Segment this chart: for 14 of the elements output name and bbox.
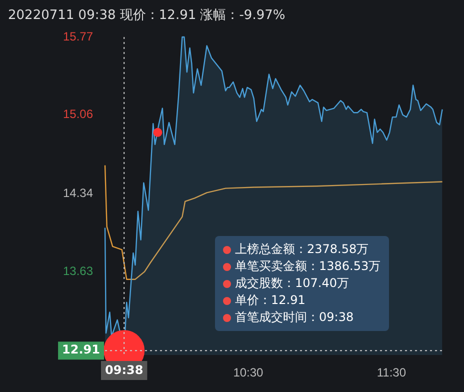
annotation: 首笔成交时间：09:38 (235, 310, 354, 324)
x-tick-label: 10:30 (233, 366, 264, 380)
annotation: 成交股数：107.40万 (235, 276, 349, 290)
y-tick-label: 13.63 (62, 264, 94, 278)
ref-line-label: 12.91 (62, 342, 100, 357)
annotation: 单笔买卖金额：1386.53万 (235, 259, 381, 273)
annotation: 单价：12.91 (235, 293, 306, 307)
x-tick-label: 09:38 (104, 363, 144, 378)
chart-title: 20220711 09:38 现价：12.91 涨幅：-9.97% (8, 7, 286, 24)
annotation: 上榜总金额：2378.58万 (235, 242, 369, 256)
y-tick-label: 15.06 (62, 107, 94, 122)
y-tick-label: 15.77 (62, 29, 94, 44)
x-tick-label: 11:30 (376, 366, 406, 380)
y-tick-label: 14.34 (62, 186, 94, 200)
